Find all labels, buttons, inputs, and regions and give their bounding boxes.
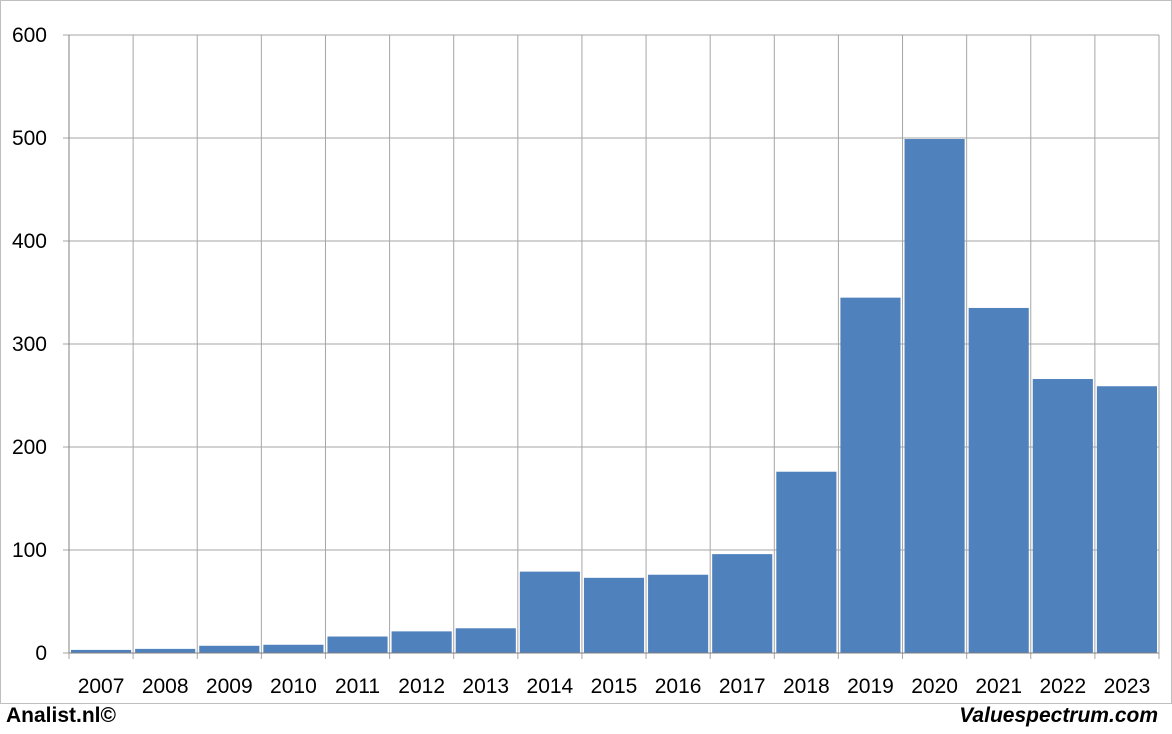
y-tick-labels: 0 100 200 300 400 500 600 xyxy=(12,24,47,665)
y-tick-label: 400 xyxy=(12,230,47,253)
x-tick-label: 2013 xyxy=(462,675,509,698)
bar-2013 xyxy=(455,628,516,653)
y-tick-label: 200 xyxy=(12,436,47,459)
footer-source-right: Valuespectrum.com xyxy=(959,704,1158,727)
bar-2016 xyxy=(648,574,709,653)
bar-2019 xyxy=(840,297,901,653)
bar-2020 xyxy=(904,139,965,653)
x-tick-label: 2015 xyxy=(591,675,638,698)
x-tick-label: 2010 xyxy=(270,675,317,698)
x-tick-label: 2014 xyxy=(527,675,574,698)
x-tick-label: 2008 xyxy=(142,675,189,698)
axes xyxy=(68,35,1159,654)
bar-2021 xyxy=(968,307,1029,653)
x-tick-labels: 2007 2008 2009 2010 2011 2012 2013 2014 2015 2016… xyxy=(78,675,1151,698)
grid-lines xyxy=(63,34,1160,659)
footer-source-left: Analist.nl© xyxy=(6,704,116,727)
y-tick-label: 0 xyxy=(35,642,47,665)
x-tick-label: 2020 xyxy=(911,675,958,698)
x-tick-label: 2016 xyxy=(655,675,702,698)
bar-2023 xyxy=(1096,386,1157,653)
bar-2022 xyxy=(1032,379,1093,653)
x-tick-label: 2011 xyxy=(335,675,380,698)
bar-2017 xyxy=(712,554,773,653)
bar-2011 xyxy=(327,636,388,653)
y-tick-label: 600 xyxy=(12,24,47,47)
bar-2015 xyxy=(583,577,645,653)
bar-2009 xyxy=(199,645,260,653)
bars xyxy=(71,139,1157,653)
x-tick-label: 2019 xyxy=(847,675,894,698)
x-tick-label: 2018 xyxy=(783,675,830,698)
x-tick-label: 2023 xyxy=(1104,675,1151,698)
bar-2007 xyxy=(71,649,132,653)
x-tick-label: 2021 xyxy=(975,675,1022,698)
bar-2018 xyxy=(776,471,837,653)
bar-2014 xyxy=(519,571,580,653)
bar-2008 xyxy=(135,648,196,653)
bar-2012 xyxy=(391,631,452,653)
bar-chart: 0 100 200 300 400 500 600 2007 2008 2009 2010 2011… xyxy=(12,24,1160,698)
y-tick-label: 500 xyxy=(12,127,47,150)
bar-2010 xyxy=(263,644,324,653)
x-tick-label: 2007 xyxy=(78,675,125,698)
x-tick-label: 2022 xyxy=(1039,675,1086,698)
y-tick-label: 300 xyxy=(12,333,47,356)
x-tick-label: 2017 xyxy=(719,675,766,698)
x-tick-label: 2012 xyxy=(398,675,445,698)
chart-frame: 0 100 200 300 400 500 600 2007 2008 2009 2010 2011… xyxy=(0,0,1172,704)
x-tick-label: 2009 xyxy=(206,675,253,698)
y-tick-label: 100 xyxy=(12,539,47,562)
